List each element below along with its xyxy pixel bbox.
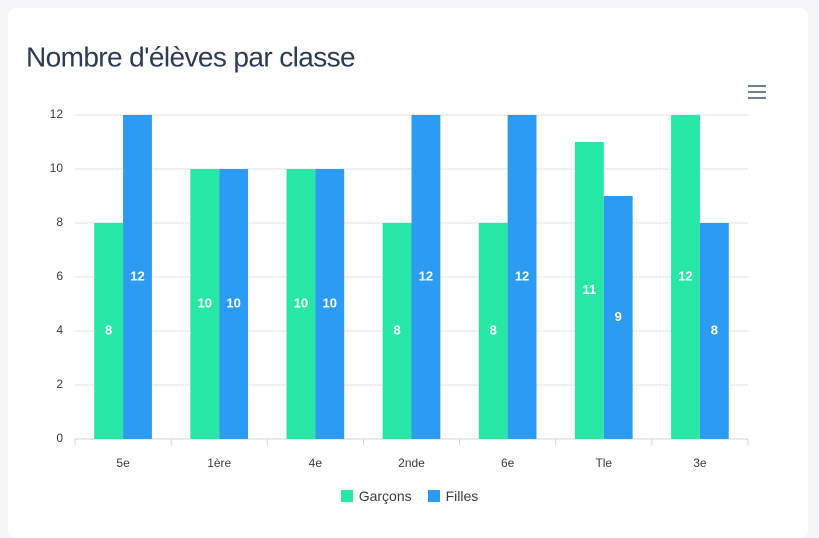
chart-title: Nombre d'élèves par classe (26, 41, 355, 72)
x-tick-label: 6e (501, 456, 515, 470)
bar (411, 115, 441, 439)
data-label: 12 (419, 268, 433, 283)
y-tick-label: 10 (50, 161, 64, 175)
data-label: 10 (323, 295, 337, 310)
data-label: 8 (393, 322, 400, 337)
y-tick-label: 0 (56, 431, 63, 445)
legend: Garçons Filles (0, 488, 819, 504)
legend-item[interactable]: Garçons (340, 488, 412, 504)
legend-swatch (340, 490, 353, 502)
bar (123, 115, 152, 439)
bar (286, 169, 316, 439)
bar (699, 223, 729, 439)
bar (574, 142, 604, 439)
bar (507, 115, 537, 439)
x-tick-label: 3e (693, 456, 707, 470)
bar (671, 115, 700, 439)
bar (315, 169, 345, 439)
legend-label: Garçons (358, 488, 412, 504)
legend-label: Filles (445, 488, 479, 504)
data-label: 8 (490, 322, 497, 337)
data-label: 8 (105, 322, 112, 337)
x-tick-label: 1ère (207, 456, 231, 470)
y-tick-label: 6 (56, 269, 63, 283)
bar (190, 169, 220, 439)
y-tick-label: 2 (56, 377, 63, 391)
data-label: 12 (130, 268, 144, 283)
data-label: 10 (294, 295, 308, 310)
y-tick-label: 12 (50, 107, 64, 121)
menu-icon[interactable] (748, 85, 766, 99)
data-label: 10 (226, 295, 240, 310)
legend-item[interactable]: Filles (427, 488, 479, 504)
x-tick-label: 4e (309, 456, 323, 470)
bar (382, 223, 412, 439)
bar (603, 196, 633, 439)
data-label: 12 (678, 268, 692, 283)
data-label: 10 (198, 295, 212, 310)
x-tick-label: 2nde (398, 456, 425, 470)
bar (478, 223, 508, 439)
data-label: 11 (582, 282, 596, 297)
bar (94, 223, 124, 439)
x-tick-label: 5e (116, 456, 130, 470)
data-label: 8 (711, 322, 718, 337)
legend-swatch (427, 490, 440, 502)
y-tick-label: 4 (56, 323, 63, 337)
data-label: 9 (615, 309, 622, 324)
y-tick-label: 8 (56, 215, 63, 229)
data-label: 12 (515, 268, 529, 283)
x-tick-label: Tle (595, 456, 612, 470)
bar (219, 169, 249, 439)
